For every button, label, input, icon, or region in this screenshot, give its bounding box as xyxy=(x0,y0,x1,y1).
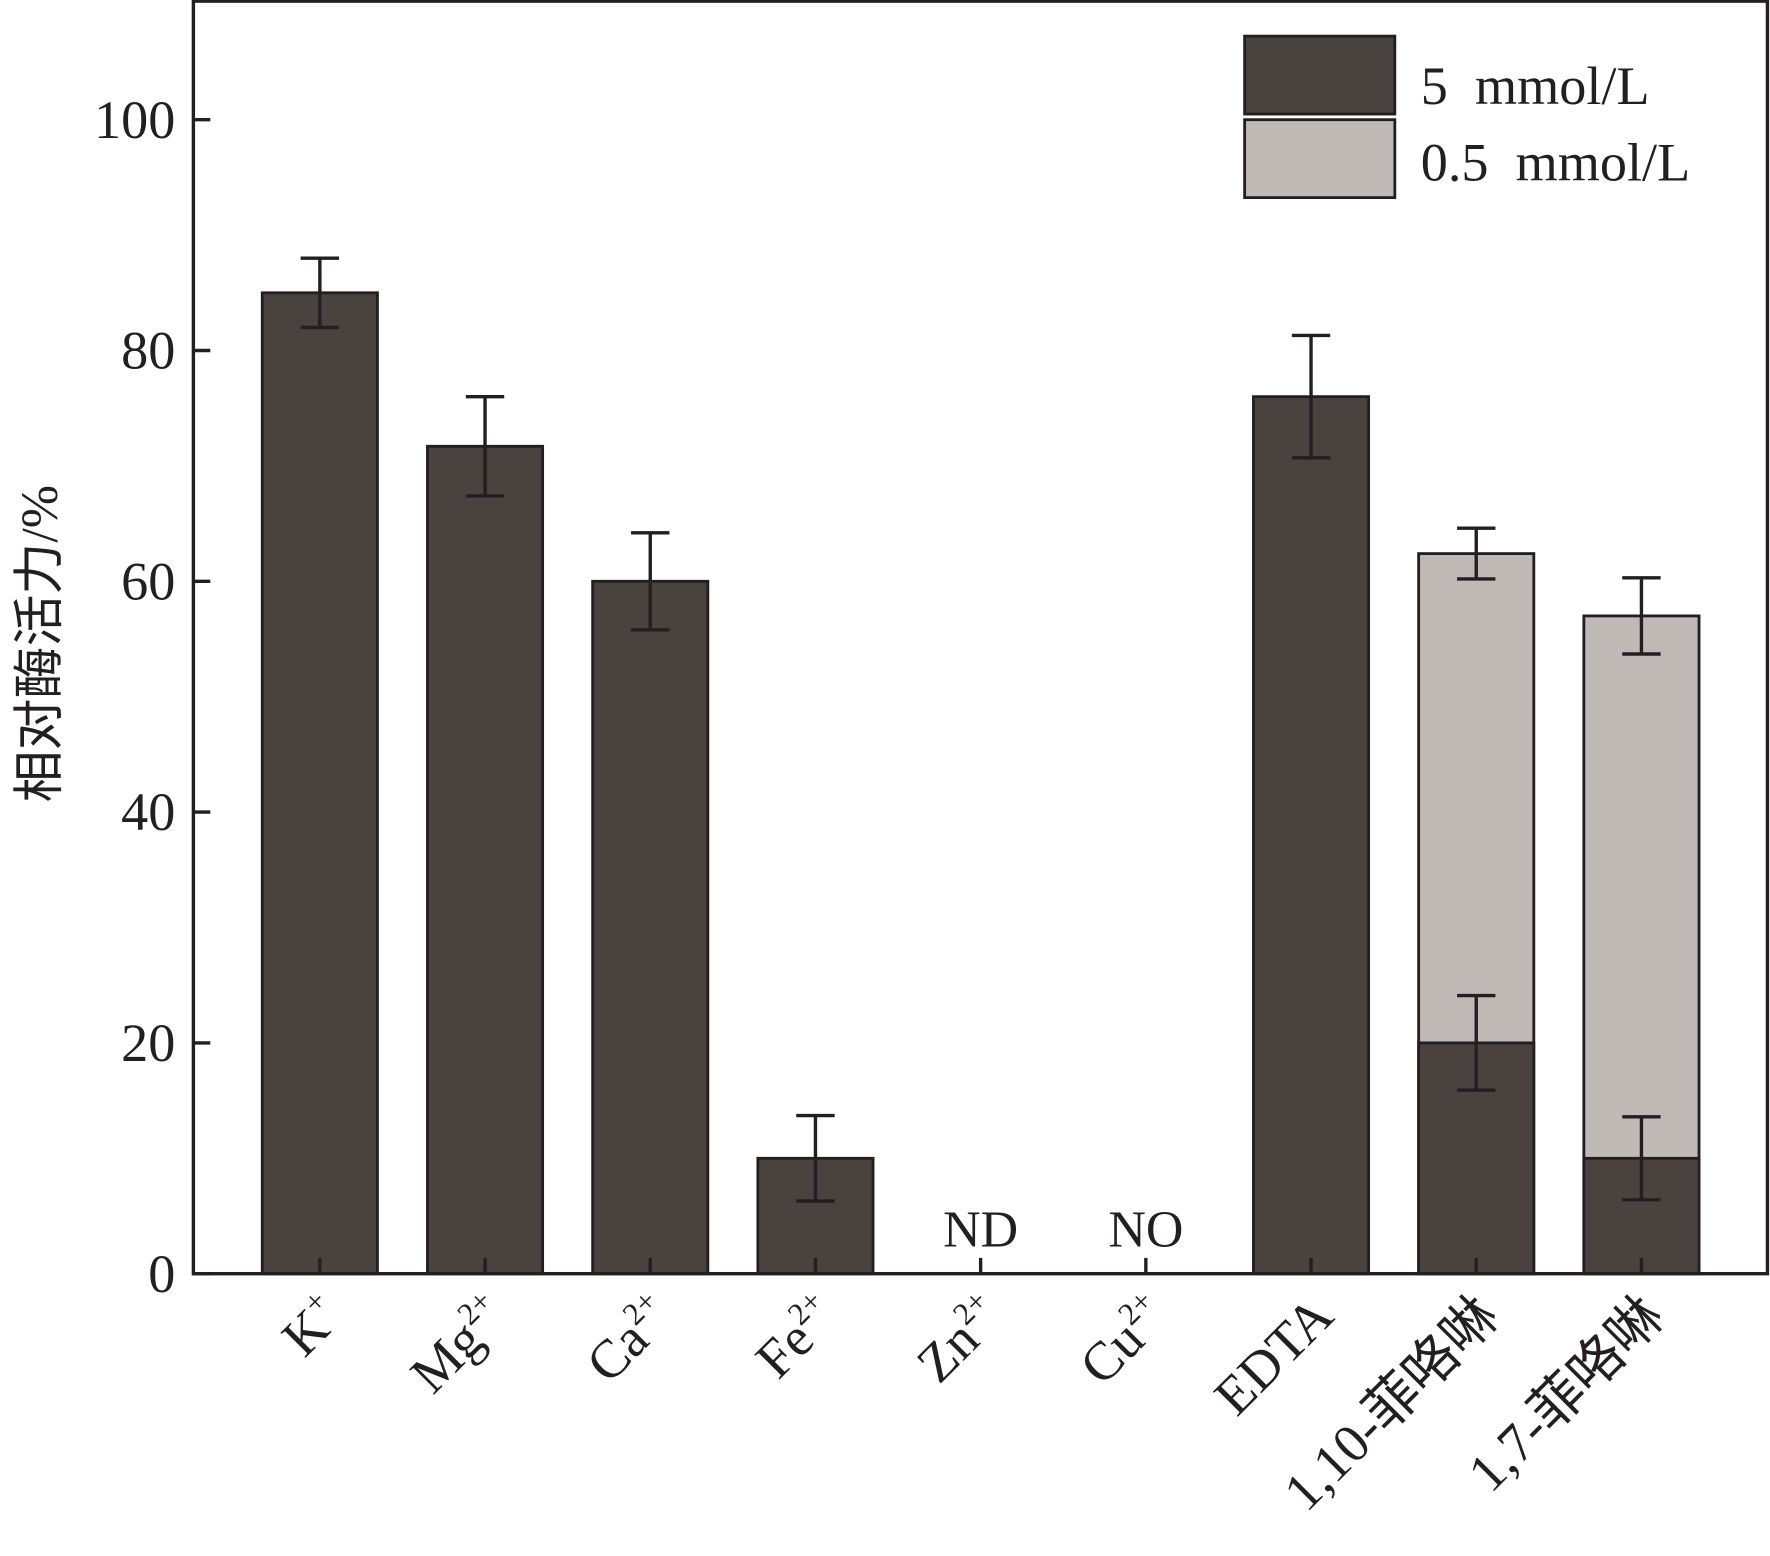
y-tick-label: 60 xyxy=(121,551,175,611)
bars xyxy=(260,291,1701,1276)
y-axis: 0 20 40 60 80 100 xyxy=(94,90,211,1304)
error-bar xyxy=(1457,526,1496,581)
x-tick-label: EDTA xyxy=(1203,1285,1345,1427)
error-bar xyxy=(631,531,670,632)
y-tick-label: 80 xyxy=(121,321,175,381)
y-tick-label: 20 xyxy=(121,1013,175,1073)
legend-label-0.5mmol: 0.5 mmol/L xyxy=(1421,133,1690,193)
y-tick-label: 40 xyxy=(121,782,175,842)
x-tick-label: Cu2+ xyxy=(1066,1283,1179,1396)
x-tick-label: Zn2+ xyxy=(903,1283,1014,1394)
bar-5mmol xyxy=(1417,1041,1536,1276)
annotation-nd: ND xyxy=(943,1202,1018,1259)
x-tick-label: K+ xyxy=(269,1283,354,1368)
y-tick-label: 0 xyxy=(148,1244,175,1304)
legend-label-5mmol: 5 mmol/L xyxy=(1421,56,1650,116)
bar-5mmol xyxy=(426,444,545,1276)
y-axis-label: 相对酶活力/% xyxy=(12,485,69,802)
x-tick-label: Fe2+ xyxy=(742,1283,848,1389)
bar-5mmol xyxy=(1252,395,1371,1276)
bar-5mmol xyxy=(260,291,379,1276)
x-tick-label: Mg2+ xyxy=(397,1283,518,1404)
error-bar xyxy=(1622,1115,1661,1202)
error-bar xyxy=(465,394,505,498)
legend-swatch-5mmol xyxy=(1243,34,1397,116)
y-tick-label: 100 xyxy=(94,90,175,150)
error-bars xyxy=(300,256,1661,1203)
legend-swatch-0.5mmol xyxy=(1243,118,1397,200)
error-bar xyxy=(1291,333,1331,460)
annotation-no: NO xyxy=(1108,1202,1183,1259)
legend: 5 mmol/L 0.5 mmol/L xyxy=(1243,34,1690,200)
bar-5mmol xyxy=(591,579,710,1276)
error-bar xyxy=(1622,576,1661,656)
error-bar xyxy=(796,1113,835,1203)
error-bar xyxy=(300,256,340,330)
error-bar xyxy=(1457,993,1496,1092)
x-tick-label: Ca2+ xyxy=(573,1283,684,1394)
